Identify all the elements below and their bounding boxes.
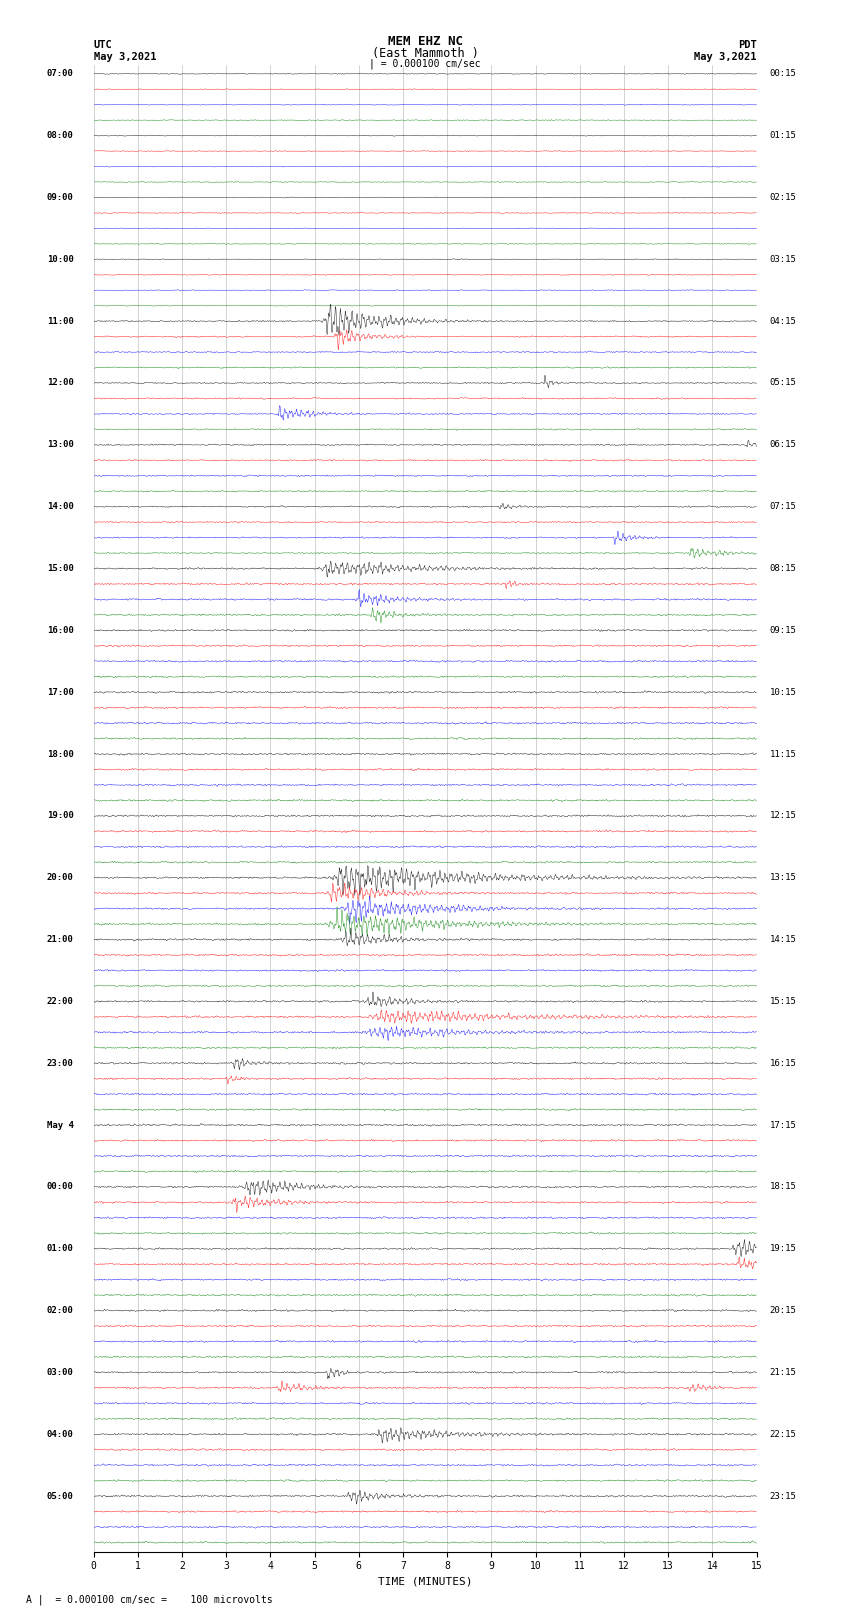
Text: 06:15: 06:15: [770, 440, 796, 450]
Text: May 3,2021: May 3,2021: [94, 52, 156, 61]
Text: (East Mammoth ): (East Mammoth ): [371, 47, 479, 60]
Text: May 3,2021: May 3,2021: [694, 52, 756, 61]
Text: 23:15: 23:15: [770, 1492, 796, 1500]
Text: 15:15: 15:15: [770, 997, 796, 1007]
Text: 14:15: 14:15: [770, 936, 796, 944]
Text: 00:15: 00:15: [770, 69, 796, 79]
Text: 17:00: 17:00: [47, 687, 74, 697]
Text: 03:00: 03:00: [47, 1368, 74, 1378]
Text: 22:15: 22:15: [770, 1429, 796, 1439]
Text: UTC: UTC: [94, 40, 112, 50]
Text: 12:00: 12:00: [47, 379, 74, 387]
Text: A |  = 0.000100 cm/sec =    100 microvolts: A | = 0.000100 cm/sec = 100 microvolts: [26, 1594, 272, 1605]
Text: 07:15: 07:15: [770, 502, 796, 511]
Text: 18:00: 18:00: [47, 750, 74, 758]
Text: 20:15: 20:15: [770, 1307, 796, 1315]
Text: 07:00: 07:00: [47, 69, 74, 79]
Text: 01:15: 01:15: [770, 131, 796, 140]
Text: 00:00: 00:00: [47, 1182, 74, 1192]
Text: 08:15: 08:15: [770, 565, 796, 573]
Text: 19:15: 19:15: [770, 1244, 796, 1253]
Text: 19:00: 19:00: [47, 811, 74, 821]
Text: 17:15: 17:15: [770, 1121, 796, 1129]
Text: 16:15: 16:15: [770, 1058, 796, 1068]
Text: 20:00: 20:00: [47, 873, 74, 882]
Text: 23:00: 23:00: [47, 1058, 74, 1068]
Text: 09:00: 09:00: [47, 194, 74, 202]
Text: 21:00: 21:00: [47, 936, 74, 944]
Text: 13:00: 13:00: [47, 440, 74, 450]
Text: 15:00: 15:00: [47, 565, 74, 573]
Text: | = 0.000100 cm/sec: | = 0.000100 cm/sec: [369, 58, 481, 69]
Text: 11:00: 11:00: [47, 316, 74, 326]
Text: 12:15: 12:15: [770, 811, 796, 821]
Text: 05:15: 05:15: [770, 379, 796, 387]
Text: 22:00: 22:00: [47, 997, 74, 1007]
Text: 13:15: 13:15: [770, 873, 796, 882]
Text: 08:00: 08:00: [47, 131, 74, 140]
Text: 14:00: 14:00: [47, 502, 74, 511]
Text: PDT: PDT: [738, 40, 756, 50]
Text: 09:15: 09:15: [770, 626, 796, 636]
Text: 02:15: 02:15: [770, 194, 796, 202]
Text: 18:15: 18:15: [770, 1182, 796, 1192]
Text: MEM EHZ NC: MEM EHZ NC: [388, 35, 462, 48]
Text: 16:00: 16:00: [47, 626, 74, 636]
Text: 21:15: 21:15: [770, 1368, 796, 1378]
Text: May 4: May 4: [47, 1121, 74, 1129]
Text: 03:15: 03:15: [770, 255, 796, 265]
Text: 10:15: 10:15: [770, 687, 796, 697]
Text: 05:00: 05:00: [47, 1492, 74, 1500]
Text: 01:00: 01:00: [47, 1244, 74, 1253]
Text: 10:00: 10:00: [47, 255, 74, 265]
Text: 11:15: 11:15: [770, 750, 796, 758]
Text: 04:00: 04:00: [47, 1429, 74, 1439]
Text: 02:00: 02:00: [47, 1307, 74, 1315]
Text: 04:15: 04:15: [770, 316, 796, 326]
X-axis label: TIME (MINUTES): TIME (MINUTES): [377, 1578, 473, 1587]
